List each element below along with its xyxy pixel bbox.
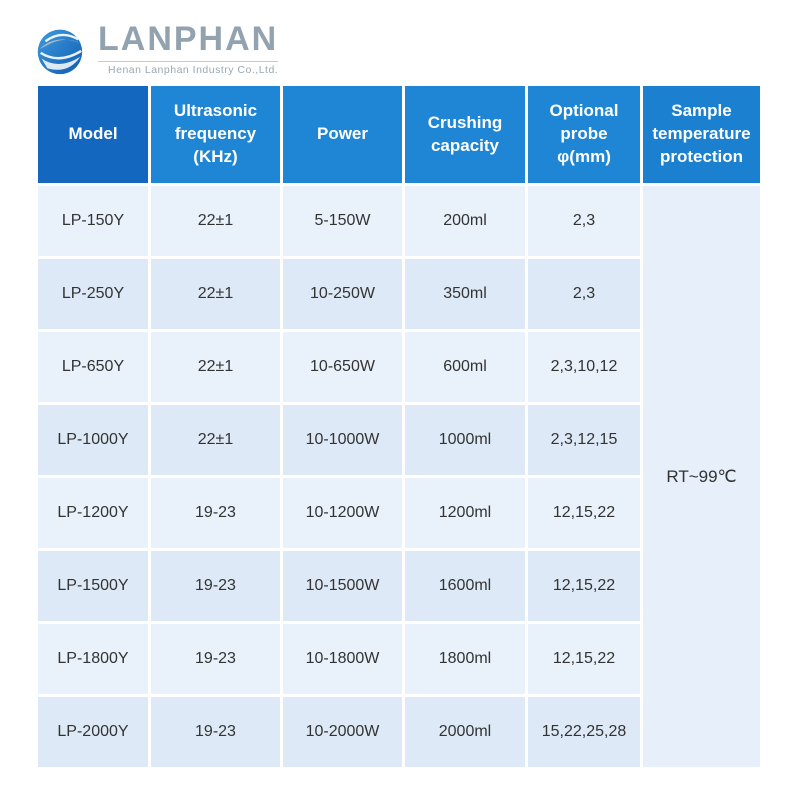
header-power: Power — [283, 86, 402, 183]
cell-frequency: 19-23 — [151, 551, 280, 621]
cell-frequency: 22±1 — [151, 332, 280, 402]
cell-probe: 12,15,22 — [528, 551, 640, 621]
brand-subtitle: Henan Lanphan Industry Co.,Ltd. — [98, 60, 279, 76]
logo-text: LANPHAN Henan Lanphan Industry Co.,Ltd. — [98, 20, 279, 76]
cell-model: LP-1200Y — [38, 478, 148, 548]
cell-probe: 12,15,22 — [528, 624, 640, 694]
cell-frequency: 22±1 — [151, 259, 280, 329]
cell-power: 10-1000W — [283, 405, 402, 475]
cell-frequency: 19-23 — [151, 624, 280, 694]
cell-power: 10-2000W — [283, 697, 402, 767]
cell-frequency: 22±1 — [151, 186, 280, 256]
cell-power: 10-250W — [283, 259, 402, 329]
cell-model: LP-1500Y — [38, 551, 148, 621]
cell-frequency: 19-23 — [151, 697, 280, 767]
cell-probe: 2,3,12,15 — [528, 405, 640, 475]
brand-name: LANPHAN — [98, 20, 279, 59]
cell-frequency: 22±1 — [151, 405, 280, 475]
cell-probe: 2,3 — [528, 259, 640, 329]
cell-capacity: 200ml — [405, 186, 525, 256]
header-probe: Optional probe φ(mm) — [528, 86, 640, 183]
spec-table: Model Ultrasonic frequency (KHz) Power C… — [38, 86, 760, 767]
cell-model: LP-150Y — [38, 186, 148, 256]
header-temperature: Sample temperature protection — [643, 86, 760, 183]
cell-capacity: 1800ml — [405, 624, 525, 694]
cell-capacity: 1200ml — [405, 478, 525, 548]
cell-capacity: 1000ml — [405, 405, 525, 475]
cell-capacity: 1600ml — [405, 551, 525, 621]
header-frequency: Ultrasonic frequency (KHz) — [151, 86, 280, 183]
cell-frequency: 19-23 — [151, 478, 280, 548]
cell-probe: 2,3 — [528, 186, 640, 256]
header-capacity: Crushing capacity — [405, 86, 525, 183]
cell-probe: 2,3,10,12 — [528, 332, 640, 402]
cell-capacity: 600ml — [405, 332, 525, 402]
header-model: Model — [38, 86, 148, 183]
cell-model: LP-650Y — [38, 332, 148, 402]
cell-power: 10-1500W — [283, 551, 402, 621]
cell-temperature-protection: RT~99℃ — [643, 186, 760, 767]
lanphan-logo: LANPHAN Henan Lanphan Industry Co.,Ltd. — [30, 20, 279, 78]
cell-capacity: 350ml — [405, 259, 525, 329]
cell-power: 10-1200W — [283, 478, 402, 548]
cell-model: LP-2000Y — [38, 697, 148, 767]
cell-model: LP-250Y — [38, 259, 148, 329]
cell-power: 10-650W — [283, 332, 402, 402]
cell-model: LP-1800Y — [38, 624, 148, 694]
cell-probe: 15,22,25,28 — [528, 697, 640, 767]
cell-probe: 12,15,22 — [528, 478, 640, 548]
lanphan-logo-icon — [37, 29, 83, 75]
cell-power: 10-1800W — [283, 624, 402, 694]
cell-power: 5-150W — [283, 186, 402, 256]
cell-model: LP-1000Y — [38, 405, 148, 475]
cell-capacity: 2000ml — [405, 697, 525, 767]
